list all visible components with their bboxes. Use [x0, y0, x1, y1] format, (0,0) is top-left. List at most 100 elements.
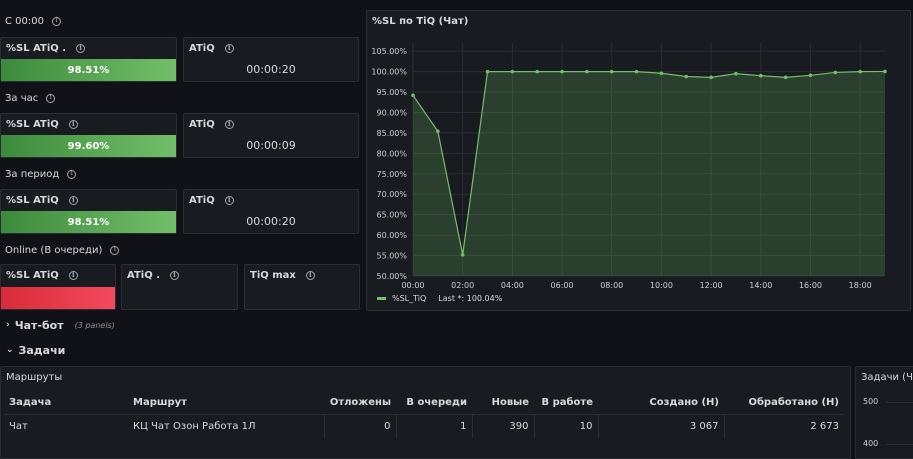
- y-tick-label: 400: [863, 439, 879, 448]
- table-cell: 3 067: [597, 413, 724, 438]
- panel-label: %SL ATiQ .: [6, 43, 67, 54]
- table-cell: 390: [471, 413, 534, 438]
- chevron-right-icon: ›: [6, 320, 10, 330]
- info-icon[interactable]: [110, 245, 120, 255]
- sl-atiq-panel-row1: %SL ATiQ . 98.51%: [0, 37, 177, 82]
- info-icon[interactable]: [224, 43, 234, 53]
- info-icon[interactable]: [76, 43, 86, 53]
- series-point: [684, 74, 689, 79]
- info-icon[interactable]: [224, 195, 234, 205]
- x-tick-label: 12:00: [700, 281, 723, 290]
- x-tick-label: 08:00: [600, 281, 623, 290]
- y-tick-label: 70.00%: [376, 190, 407, 199]
- panel-label: ATiQ .: [127, 270, 160, 281]
- column-header[interactable]: В очереди: [406, 397, 467, 409]
- atiq-panel-online: ATiQ .: [121, 264, 238, 310]
- section-chatbot[interactable]: › Чат-бот (3 panels): [0, 315, 913, 335]
- sl-stat-bar: 98.51%: [1, 211, 176, 233]
- column-header[interactable]: Задача: [9, 397, 52, 409]
- chart-legend[interactable]: %SL_TiQ Last *: 100.04%: [377, 294, 502, 303]
- row-title-since-midnight: С 00:00: [5, 16, 61, 27]
- atiq-value: 00:00:09: [246, 139, 296, 152]
- routes-title: Маршруты: [6, 372, 63, 383]
- panel-label: ATiQ: [189, 195, 215, 206]
- row-title-label: За период: [5, 169, 60, 180]
- sl-stat-bar-red: [1, 287, 115, 309]
- series-point: [709, 75, 713, 80]
- y-tick-label: 80.00%: [376, 149, 407, 158]
- chart-title: %SL по TiQ (Чат): [372, 16, 469, 27]
- column-header[interactable]: В работе: [541, 397, 593, 409]
- table-cell: 0: [323, 413, 396, 438]
- series-point: [436, 129, 440, 134]
- section-label: Задачи: [18, 343, 66, 357]
- column-header[interactable]: Создано (Н): [649, 397, 719, 409]
- series-point: [734, 71, 738, 76]
- sl-tiq-chart: 50.00% 55.00% 60.00% 65.00% 70.00% 75.00% 80.0…: [371, 43, 887, 290]
- column-header[interactable]: Обработано (Н): [748, 397, 839, 409]
- x-tick-label: 04:00: [501, 281, 524, 290]
- panel-label: %SL ATiQ: [6, 119, 59, 130]
- sl-atiq-panel-row2: %SL ATiQ 99.60%: [0, 113, 177, 158]
- y-tick-label: 75.00%: [376, 170, 407, 179]
- info-icon[interactable]: [170, 270, 179, 280]
- grid-line: [886, 444, 913, 445]
- legend-swatch: [377, 297, 386, 300]
- info-icon[interactable]: [68, 270, 78, 280]
- series-point: [485, 69, 490, 74]
- section-panel-count: (3 panels): [74, 320, 115, 330]
- sl-value: 99.60%: [67, 140, 110, 152]
- atiq-value: 00:00:20: [246, 63, 296, 76]
- series-line: [412, 70, 886, 255]
- table-header-row: Задача Маршрут Отложены В очереди Новые …: [4, 392, 844, 414]
- routes-table: Задача Маршрут Отложены В очереди Новые …: [4, 392, 844, 438]
- info-icon[interactable]: [51, 16, 61, 26]
- atiq-panel-row2: ATiQ 00:00:09: [183, 113, 359, 158]
- panel-label: ATiQ: [189, 43, 215, 54]
- x-tick-label: 16:00: [799, 281, 822, 290]
- y-tick-label: 60.00%: [376, 231, 407, 240]
- sl-value: 98.51%: [67, 64, 110, 76]
- panel-label: %SL ATiQ: [6, 270, 59, 281]
- section-tasks[interactable]: ⌄ Задачи: [0, 340, 913, 360]
- info-icon[interactable]: [46, 93, 56, 103]
- section-label: Чат-бот: [14, 318, 64, 332]
- table-cell: 1: [395, 413, 472, 438]
- y-tick-label: 65.00%: [376, 211, 407, 220]
- info-icon[interactable]: [68, 195, 78, 205]
- column-header[interactable]: Новые: [491, 397, 529, 409]
- info-icon[interactable]: [305, 270, 315, 280]
- y-tick-label: 105.00%: [371, 47, 407, 56]
- sl-stat-bar: 98.51%: [1, 59, 176, 81]
- table-row[interactable]: Чат КЦ Чат Озон Работа 1Л 0 1 390 10 3 0…: [4, 413, 844, 438]
- info-icon[interactable]: [68, 119, 78, 129]
- row-title-label: Online (В очереди): [5, 245, 103, 256]
- sl-value: 98.51%: [67, 216, 110, 228]
- series-point: [783, 75, 788, 80]
- info-icon[interactable]: [224, 119, 234, 129]
- column-header[interactable]: Отложены: [329, 397, 391, 409]
- atiq-value: 00:00:20: [246, 215, 296, 228]
- series-point: [858, 69, 862, 74]
- series-point: [535, 69, 540, 74]
- series-point: [833, 70, 838, 75]
- sl-stat-bar: 99.60%: [1, 135, 176, 157]
- atiq-panel-row1: ATiQ 00:00:20: [183, 37, 359, 82]
- info-icon[interactable]: [67, 169, 77, 179]
- x-tick-label: 18:00: [849, 281, 872, 290]
- table-cell: КЦ Чат Озон Работа 1Л: [128, 413, 324, 438]
- column-header[interactable]: Маршрут: [133, 397, 187, 409]
- panel-label: TiQ max: [250, 270, 296, 281]
- y-tick-label: 90.00%: [376, 108, 407, 117]
- series-point: [560, 69, 564, 74]
- sl-atiq-panel-row3: %SL ATiQ 98.51%: [0, 189, 177, 234]
- series-point: [585, 69, 589, 74]
- tiq-max-panel-online: TiQ max: [244, 264, 360, 310]
- x-tick-label: 10:00: [650, 281, 673, 290]
- y-tick-label: 500: [863, 397, 879, 406]
- x-tick-label: 02:00: [451, 281, 474, 290]
- x-tick-label: 00:00: [401, 281, 424, 290]
- series-point: [411, 93, 415, 98]
- y-tick-label: 50.00%: [376, 272, 407, 281]
- series-point: [808, 73, 813, 78]
